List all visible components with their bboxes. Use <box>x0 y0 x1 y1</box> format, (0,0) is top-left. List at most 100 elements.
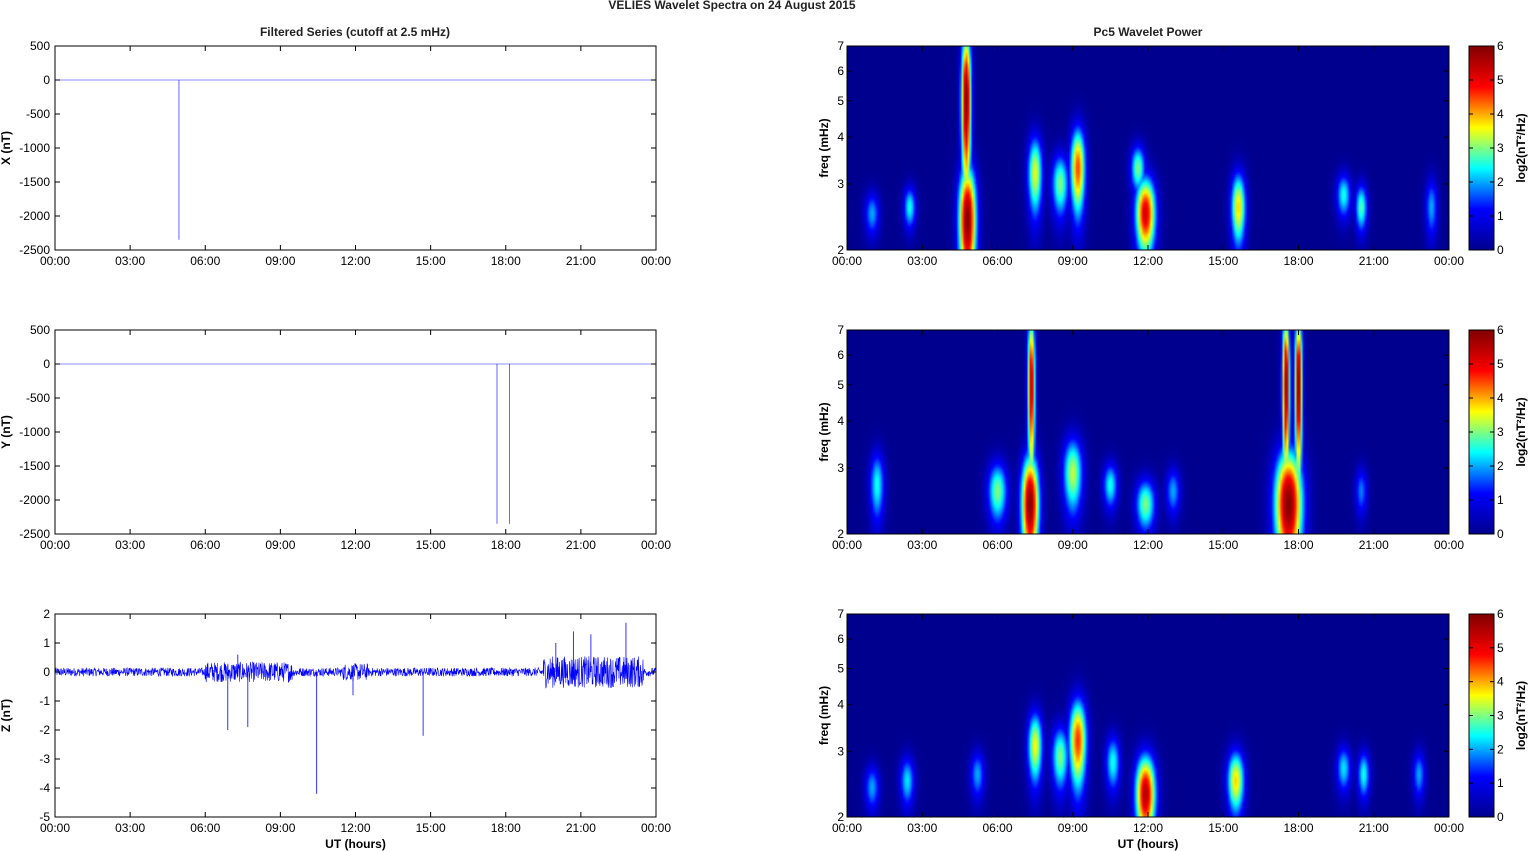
y-tick-label: -500 <box>26 391 50 405</box>
x-tick-label: 15:00 <box>416 538 446 552</box>
y-tick-label: 500 <box>30 323 50 337</box>
y-wavelet-plot: 2 3 4 5 6 7 00:00 03:00 06:00 09:00 12:00 15:00 18:0… <box>817 323 1528 552</box>
colorbar-tick-label: 4 <box>1497 107 1504 121</box>
y-tick-label: -2500 <box>19 527 50 541</box>
x-tick-label: 00:00 <box>40 254 70 268</box>
x-tick-label: 15:00 <box>416 254 446 268</box>
plot-area <box>55 614 656 817</box>
colorbar-tick-label: 0 <box>1497 527 1504 541</box>
y-tick-label: 2 <box>837 243 844 257</box>
x-tick-label: 12:00 <box>1133 538 1163 552</box>
y-tick-label: 0 <box>43 73 50 87</box>
x-tick-label: 18:00 <box>491 821 521 835</box>
colorbar-tick-label: 2 <box>1497 742 1504 756</box>
x-tick-label: 00:00 <box>641 821 671 835</box>
x-tick-label: 06:00 <box>982 254 1012 268</box>
x-tick-label: 21:00 <box>1359 538 1389 552</box>
y-tick-label: -5 <box>39 810 50 824</box>
y-tick-label: 0 <box>43 357 50 371</box>
colorbar-tick-label: 3 <box>1497 141 1504 155</box>
x-wavelet-colorbar: 0 1 2 3 4 5 6 log2(nT²/Hz) <box>1468 39 1528 257</box>
x-tick-label: 12:00 <box>1133 821 1163 835</box>
y-axis-label: freq (mHz) <box>817 118 831 177</box>
x-tick-label: 12:00 <box>340 821 370 835</box>
x-tick-label: 15:00 <box>1208 538 1238 552</box>
x-tick-label: 00:00 <box>1434 821 1464 835</box>
y-tick-label: -500 <box>26 107 50 121</box>
colorbar-tick-label: 4 <box>1497 675 1504 689</box>
y-tick-label: 2 <box>43 607 50 621</box>
x-tick-label: 03:00 <box>115 254 145 268</box>
x-tick-label: 15:00 <box>416 821 446 835</box>
x-tick-label: 03:00 <box>907 254 937 268</box>
y-tick-label: -4 <box>39 781 50 795</box>
y-tick-label: -2 <box>39 723 50 737</box>
z-wavelet-spectrogram <box>847 614 1449 817</box>
y-tick-label: 4 <box>837 414 844 428</box>
y-tick-label: 6 <box>837 64 844 78</box>
y-tick-label: 3 <box>837 744 844 758</box>
x-tick-label: 21:00 <box>1359 821 1389 835</box>
colorbar-label: log2(nT²/Hz) <box>1514 113 1528 182</box>
y-tick-label: 2 <box>837 527 844 541</box>
x-tick-label: 18:00 <box>1283 821 1313 835</box>
colorbar-tick-label: 5 <box>1497 641 1504 655</box>
y-tick-label: 3 <box>837 177 844 191</box>
x-tick-label: 06:00 <box>190 821 220 835</box>
y-wavelet-colorbar: 0 1 2 3 4 5 6 log2(nT²/Hz) <box>1468 323 1528 541</box>
y-tick-label: -2000 <box>19 209 50 223</box>
y-tick-label: 7 <box>837 39 844 53</box>
x-tick-label: 21:00 <box>566 821 596 835</box>
y-axis-label: Y (nT) <box>0 415 13 449</box>
x-tick-label: 21:00 <box>566 254 596 268</box>
y-tick-label: 7 <box>837 607 844 621</box>
y-tick-label: 5 <box>837 94 844 108</box>
x-tick-label: 03:00 <box>907 821 937 835</box>
y-tick-label: 4 <box>837 130 844 144</box>
colorbar-tick-label: 1 <box>1497 776 1504 790</box>
colorbar-tick-label: 6 <box>1497 323 1504 337</box>
y-tick-label: -1500 <box>19 459 50 473</box>
figure-title: VELIES Wavelet Spectra on 24 August 2015 <box>608 0 856 12</box>
x-tick-label: 06:00 <box>982 821 1012 835</box>
y-axis-label: Z (nT) <box>0 699 13 732</box>
y-tick-label: 0 <box>43 665 50 679</box>
x-tick-label: 00:00 <box>832 821 862 835</box>
z-series-trace <box>54 656 657 689</box>
y-tick-label: 5 <box>837 378 844 392</box>
y-tick-label: 7 <box>837 323 844 337</box>
x-tick-label: 15:00 <box>1208 254 1238 268</box>
y-tick-label: -1000 <box>19 425 50 439</box>
y-wavelet-spectrogram <box>847 330 1449 534</box>
z-wavelet-plot: 2 3 4 5 6 7 00:00 03:00 06:00 09:00 12:00 15:00 18:0… <box>817 607 1528 851</box>
x-tick-label: 21:00 <box>566 538 596 552</box>
y-axis-label: freq (mHz) <box>817 686 831 745</box>
y-axis-label: freq (mHz) <box>817 402 831 461</box>
y-tick-label: -2500 <box>19 243 50 257</box>
x-tick-label: 00:00 <box>832 254 862 268</box>
colorbar-gradient <box>1468 613 1495 818</box>
x-tick-label: 03:00 <box>115 538 145 552</box>
z-series-plot: 210-1-2-3-4-500:00 03:00 06:00 09:00 12:00 15… <box>0 607 671 851</box>
colorbar-tick-label: 5 <box>1497 73 1504 87</box>
x-tick-label: 09:00 <box>265 538 295 552</box>
x-tick-label: 12:00 <box>340 254 370 268</box>
x-tick-label: 09:00 <box>1058 254 1088 268</box>
colorbar-tick-label: 2 <box>1497 459 1504 473</box>
x-wavelet-plot: 2 3 4 5 6 7 00:00 03:00 06:00 09:00 12:00 15:00 18:0… <box>817 39 1528 268</box>
y-tick-label: -1500 <box>19 175 50 189</box>
colorbar-tick-label: 5 <box>1497 357 1504 371</box>
y-tick-label: 1 <box>43 636 50 650</box>
x-tick-label: 03:00 <box>115 821 145 835</box>
right-column-title: Pc5 Wavelet Power <box>1094 25 1203 39</box>
colorbar-tick-label: 1 <box>1497 493 1504 507</box>
left-column-title: Filtered Series (cutoff at 2.5 mHz) <box>260 25 450 39</box>
x-tick-label: 00:00 <box>1434 254 1464 268</box>
x-tick-label: 18:00 <box>491 254 521 268</box>
y-tick-label: 2 <box>837 810 844 824</box>
y-tick-label: 3 <box>837 461 844 475</box>
x-tick-label: 00:00 <box>641 254 671 268</box>
colorbar-label: log2(nT²/Hz) <box>1514 397 1528 466</box>
